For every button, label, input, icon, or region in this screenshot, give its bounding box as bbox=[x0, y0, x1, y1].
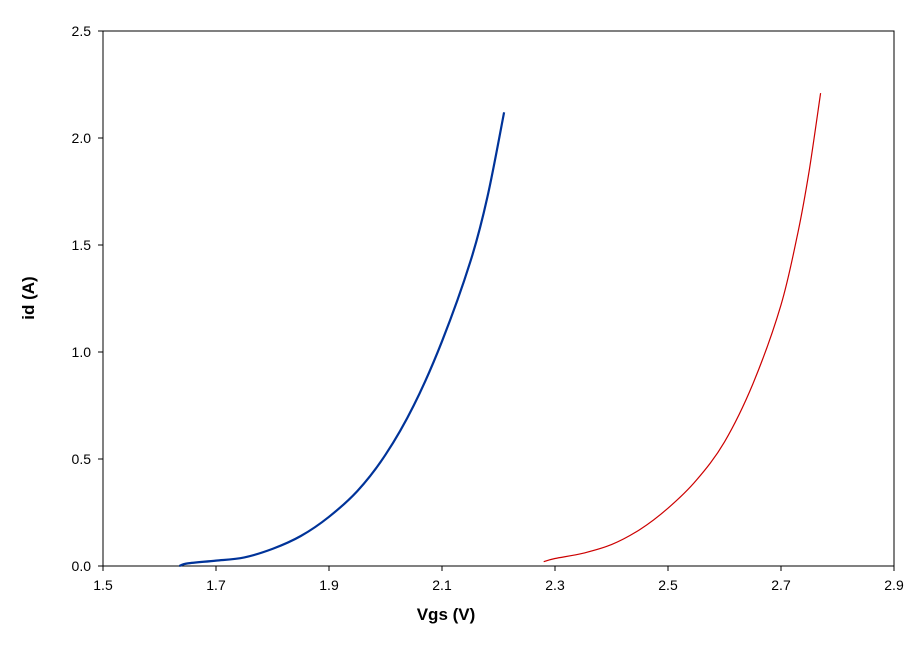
plot-area bbox=[102, 30, 895, 567]
x-tick-label: 1.5 bbox=[93, 577, 113, 593]
x-axis-title: Vgs (V) bbox=[417, 605, 476, 624]
y-tick-label: 0.0 bbox=[72, 558, 92, 574]
x-tick-label: 2.1 bbox=[432, 577, 452, 593]
y-tick-label: 1.0 bbox=[72, 344, 92, 360]
x-tick-label: 2.7 bbox=[771, 577, 791, 593]
y-tick-label: 0.5 bbox=[72, 451, 92, 467]
y-axis-ticks: 0.0 0.5 1.0 1.5 2.0 2.5 bbox=[72, 23, 103, 574]
x-axis-ticks: 1.5 1.7 1.9 2.1 2.3 2.5 2.7 2.9 bbox=[93, 566, 904, 593]
y-tick-label: 2.0 bbox=[72, 130, 92, 146]
series-line-1 bbox=[178, 112, 506, 568]
x-tick-label: 2.3 bbox=[545, 577, 565, 593]
x-tick-label: 2.9 bbox=[884, 577, 904, 593]
series-layer bbox=[178, 93, 822, 568]
x-tick-label: 1.9 bbox=[319, 577, 339, 593]
series-line-2 bbox=[543, 93, 822, 563]
x-tick-label: 1.7 bbox=[206, 577, 226, 593]
y-axis-title: id (A) bbox=[19, 276, 38, 319]
x-tick-label: 2.5 bbox=[658, 577, 678, 593]
y-tick-label: 2.5 bbox=[72, 23, 92, 39]
y-tick-label: 1.5 bbox=[72, 237, 92, 253]
